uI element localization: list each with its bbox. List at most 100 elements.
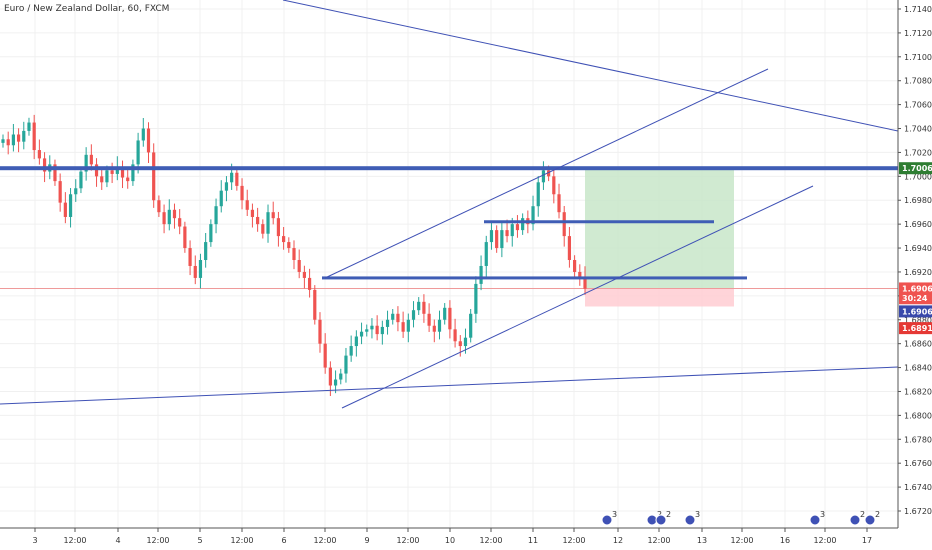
candle-body	[307, 277, 312, 290]
x-tick-label: 11	[528, 536, 538, 545]
candle-body	[37, 150, 41, 159]
candle-body	[219, 190, 223, 207]
candle-body	[422, 301, 426, 314]
x-tick-label: 4	[115, 536, 120, 545]
level-line-top	[0, 166, 898, 171]
y-tick-label: 1.67200	[904, 507, 932, 516]
candle-body	[578, 271, 582, 277]
x-tick-label: 17	[862, 536, 872, 545]
x-tick-label: 9	[364, 536, 369, 545]
candle-body	[458, 341, 462, 347]
candle-body	[396, 313, 400, 323]
x-tick-label: 5	[197, 536, 202, 545]
event-marker-count: 2	[860, 510, 865, 519]
candle-body	[172, 209, 177, 219]
candle-body	[297, 260, 301, 272]
candle-body	[474, 283, 478, 314]
candle-body	[16, 134, 21, 142]
y-tick-label: 1.67400	[904, 483, 932, 492]
candle-body	[437, 319, 442, 332]
candle-body	[58, 181, 62, 203]
candle-body	[463, 337, 468, 347]
candle-body	[146, 128, 151, 153]
candle-body	[328, 367, 332, 386]
event-marker-icon	[809, 514, 821, 526]
channel-lower	[341, 185, 814, 409]
event-marker-count: 3	[612, 510, 617, 519]
candle-body	[250, 209, 255, 217]
x-tick-label: 3	[32, 536, 37, 545]
candle-body	[536, 182, 540, 207]
candle-body	[53, 164, 57, 182]
x-tick-label: 13	[697, 536, 707, 545]
candle-body	[541, 170, 546, 183]
trendline-support	[0, 366, 899, 405]
candle-body	[495, 230, 499, 249]
x-tick-label: 12:00	[63, 536, 86, 545]
candle-body	[583, 276, 587, 289]
level-line-low	[322, 276, 747, 280]
y-tick-label: 1.71400	[904, 5, 932, 14]
x-tick-label: 12:00	[313, 536, 336, 545]
event-marker-count: 3	[820, 510, 825, 519]
channel-upper	[324, 68, 769, 279]
candle-body	[313, 289, 317, 320]
event-marker-icon	[684, 514, 696, 526]
candle-body	[271, 212, 275, 219]
candle-body	[552, 176, 556, 195]
event-marker-icon	[655, 514, 667, 526]
candle-body	[302, 271, 306, 278]
level-line-mid	[484, 220, 714, 224]
candle-body	[500, 230, 504, 249]
candle-body	[235, 172, 239, 186]
candle-body	[11, 134, 15, 146]
candle-body	[567, 236, 572, 260]
candle-body	[209, 224, 213, 243]
y-tick-label: 1.70000	[904, 172, 932, 181]
candle-body	[448, 307, 452, 330]
candle-body	[391, 313, 395, 320]
price-tag-label: 1.69062	[902, 284, 932, 293]
candle-body	[370, 325, 374, 330]
price-tag	[899, 305, 932, 318]
candle-body	[131, 164, 135, 182]
candle-body	[240, 185, 244, 201]
event-marker-count: 2	[875, 510, 880, 519]
candle-body	[406, 319, 410, 332]
candle-body	[375, 325, 379, 335]
candle-body	[380, 326, 384, 335]
y-tick-label: 1.69400	[904, 244, 932, 253]
candle-body	[385, 319, 390, 327]
candle-body	[152, 152, 156, 201]
x-tick-label: 16	[780, 536, 790, 545]
candle-body	[230, 172, 234, 183]
candle-body	[6, 139, 10, 146]
candle-body	[344, 355, 348, 374]
candle-body	[292, 248, 296, 260]
candle-body	[287, 242, 291, 249]
candle-body	[256, 216, 260, 225]
candle-body	[126, 177, 130, 182]
candle-body	[245, 200, 249, 210]
x-tick-label: 10	[445, 536, 455, 545]
price-tag	[899, 322, 932, 335]
candle-body	[1, 139, 5, 143]
candle-body	[162, 212, 166, 225]
x-tick-label: 12:00	[647, 536, 670, 545]
candle-body	[178, 218, 182, 227]
candle-body	[115, 166, 119, 174]
candle-body	[68, 194, 73, 217]
event-marker-count: 3	[695, 510, 700, 519]
candle-body	[401, 322, 405, 332]
candle-body	[531, 206, 535, 225]
candle-body	[266, 212, 270, 234]
candle-body	[94, 164, 99, 177]
y-tick-label: 1.70400	[904, 125, 932, 134]
candle-body	[432, 325, 436, 332]
y-tick-label: 1.68600	[904, 340, 932, 349]
candle-body	[469, 313, 473, 338]
candle-body	[42, 158, 47, 172]
